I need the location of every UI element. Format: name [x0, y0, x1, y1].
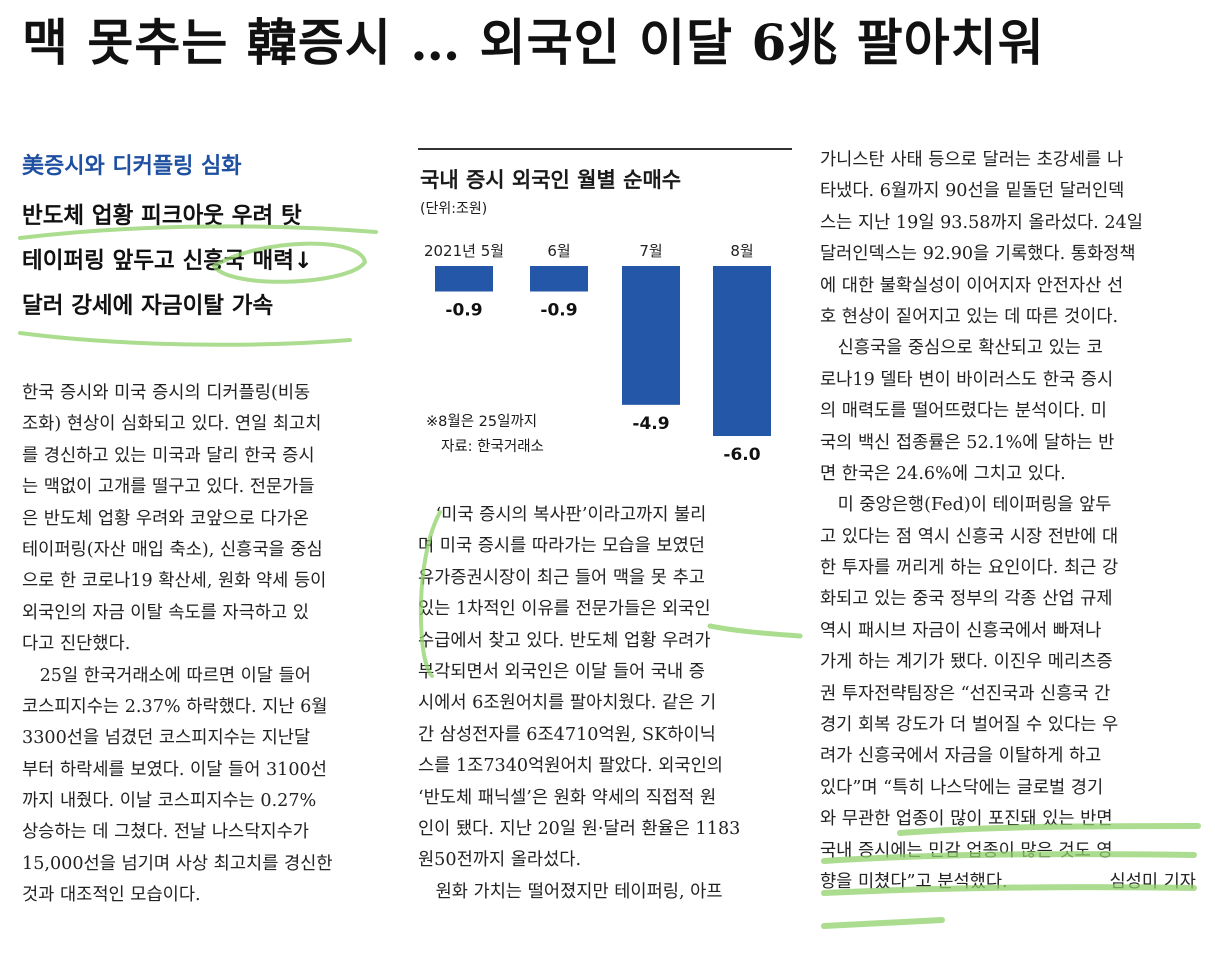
chart-note: ※8월은 25일까지 [426, 414, 538, 430]
text-line: 유가증권시장이 최근 들어 맥을 못 추고 [418, 567, 705, 588]
text-line: 타냈다. 6월까지 90선을 밑돌던 달러인덱 [820, 181, 1125, 202]
text-line: 국내 증시에는 민감 업종이 많은 것도 영 [820, 840, 1113, 861]
text-line: 15,000선을 넘기며 사상 최고치를 경신한 [22, 853, 333, 874]
text-line: 수급에서 찾고 있다. 반도체 업황 우려가 [418, 630, 711, 651]
text-line: 면 한국은 24.6%에 그치고 있다. [820, 463, 1066, 484]
text-line: 에 대한 불확실성이 이어지자 안전자산 선 [820, 275, 1124, 296]
text-line: 은 반도체 업황 우려와 코앞으로 다가온 [22, 508, 309, 529]
text-line: 25일 한국거래소에 따르면 이달 들어 [22, 665, 311, 686]
text-line: 화되고 있는 중국 정부의 각종 산업 규제 [820, 589, 1113, 610]
text-line: 조화) 현상이 심화되고 있다. 연일 최고치 [22, 414, 322, 435]
value-label: -0.9 [445, 301, 482, 321]
text-line: 으로 한 코로나19 확산세, 원화 약세 등이 [22, 571, 327, 592]
text-line: 스를 1조7340억원어치 팔았다. 외국인의 [418, 756, 723, 777]
text-line: 외국인의 자금 이탈 속도를 자극하고 있 [22, 602, 309, 623]
text-line: 와 무관한 업종이 많이 포진돼 있는 반면 [820, 809, 1113, 830]
text-line: 3300선을 넘겼던 코스피지수는 지난달 [22, 728, 311, 749]
text-line: 있는 1차적인 이유를 전문가들은 외국인 [418, 599, 711, 620]
bar [622, 266, 680, 405]
bar [713, 266, 771, 436]
bar [530, 266, 588, 292]
text-line: 부터 하락세를 보였다. 이달 들어 3100선 [22, 759, 327, 780]
text-line: 국의 백신 접종률은 52.1%에 달하는 반 [820, 432, 1115, 453]
text-line: 를 경신하고 있는 미국과 달리 한국 증시 [22, 445, 315, 466]
value-label: -6.0 [723, 445, 760, 465]
text-line: 다고 진단했다. [22, 634, 131, 655]
chart-notes: ※8월은 25일까지 자료: 한국거래소 [426, 410, 544, 460]
value-label: -4.9 [632, 414, 669, 434]
subhead-line: 테이퍼링 앞두고 신흥국 매력↓ [22, 248, 313, 274]
text-line: 려가 신흥국에서 자금을 이탈하게 하고 [820, 746, 1102, 767]
category-label: 2021년 5월 [424, 242, 504, 260]
text-line: 상승하는 데 그쳤다. 전날 나스닥지수가 [22, 822, 309, 843]
text-line: 원화 가치는 떨어졌지만 테이퍼링, 아프 [418, 881, 723, 902]
text-line: 권 투자전략팀장은 “선진국과 신흥국 간 [820, 683, 1111, 704]
text-line: 고 있다는 점 역시 신흥국 시장 전반에 대 [820, 526, 1119, 547]
category-label: 6월 [547, 242, 570, 260]
text-line: 스는 지난 19일 93.58까지 올라섰다. 24일 [820, 212, 1143, 233]
text-line: 는 맥없이 고개를 떨구고 있다. 전문가들 [22, 477, 315, 498]
chart-title: 국내 증시 외국인 월별 순매수 [420, 168, 682, 192]
bar [435, 266, 493, 292]
chart-unit: (단위:조원) [420, 201, 488, 217]
text-line: 테이퍼링(자산 매입 축소), 신흥국을 중심 [22, 539, 323, 560]
text-line: 원50전까지 올라섰다. [418, 850, 582, 871]
highlight-stroke [18, 331, 352, 347]
chart-source: 자료: 한국거래소 [441, 439, 544, 455]
text-line: 호 현상이 짙어지고 있는 데 따른 것이다. [820, 306, 1119, 327]
text-line: 향을 미쳤다”고 분석했다. 심성미 기자 [820, 867, 1196, 898]
byline: 심성미 기자 [1109, 871, 1196, 892]
text-line: 있다”며 “특히 나스닥에는 글로벌 경기 [820, 777, 1104, 798]
text-line: 시에서 6조원어치를 팔아치웠다. 같은 기 [418, 693, 717, 714]
chart-top-rule [418, 148, 792, 150]
chart-plot: 2021년 5월 -0.9 6월 -0.9 7월 -4.9 8월 -6.0 [424, 242, 771, 465]
text-line: 달러인덱스는 92.90을 기록했다. 통화정책 [820, 244, 1136, 265]
subheadline: 반도체 업황 피크아웃 우려 탓 테이퍼링 앞두고 신흥국 매력↓ 달러 강세에… [22, 194, 382, 329]
text-line: 미 중앙은행(Fed)이 테이퍼링을 앞두 [820, 495, 1112, 516]
text-line: 인이 됐다. 지난 20일 원·달러 환율은 1183 [418, 818, 741, 839]
text-line: 간 삼성전자를 6조4710억원, SK하이닉 [418, 724, 716, 745]
text-line: 것과 대조적인 모습이다. [22, 885, 201, 906]
text-line: 신흥국을 중심으로 확산되고 있는 코 [820, 338, 1103, 359]
text-line: 며 미국 증시를 따라가는 모습을 보였던 [418, 536, 705, 557]
text-line: 코스피지수는 2.37% 하락했다. 지난 6월 [22, 696, 328, 717]
text-line: 경기 회복 강도가 더 벌어질 수 있다는 우 [820, 715, 1119, 736]
text-line: 부각되면서 외국인은 이달 들어 국내 증 [418, 661, 705, 682]
text-line: 역시 패시브 자금이 신흥국에서 빠져나 [820, 620, 1102, 641]
category-label: 8월 [730, 242, 753, 260]
text-line: 의 매력도를 떨어뜨렸다는 분석이다. 미 [820, 401, 1107, 422]
text-line: 까지 내줬다. 이날 코스피지수는 0.27% [22, 791, 317, 812]
text-line: 한국 증시와 미국 증시의 디커플링(비동 [22, 383, 311, 403]
text-line: 로나19 델타 변이 바이러스도 한국 증시 [820, 369, 1114, 390]
text-line: 가니스탄 사태 등으로 달러는 초강세를 나 [820, 150, 1124, 170]
subhead-line: 반도체 업황 피크아웃 우려 탓 [22, 203, 302, 229]
text-line: ‘반도체 패닉셀’은 원화 약세의 직접적 원 [418, 787, 717, 808]
value-label: -0.9 [540, 301, 577, 321]
text-line: 가게 하는 계기가 됐다. 이진우 메리츠증 [820, 652, 1113, 673]
headline: 맥 못추는 韓증시 … 외국인 이달 6兆 팔아치워 [22, 13, 1045, 72]
text-line: 한 투자를 꺼리게 하는 요인이다. 최근 강 [820, 558, 1119, 579]
category-label: 7월 [639, 242, 662, 260]
text-line: ‘미국 증시의 복사판’이라고까지 불리 [418, 505, 707, 525]
bar-chart: 국내 증시 외국인 월별 순매수 (단위:조원) 2021년 5월 -0.9 6월 -… [418, 148, 792, 478]
highlight-stroke [821, 917, 945, 929]
kicker: 美증시와 디커플링 심화 [22, 154, 242, 179]
subhead-line: 달러 강세에 자금이탈 가속 [22, 293, 274, 319]
